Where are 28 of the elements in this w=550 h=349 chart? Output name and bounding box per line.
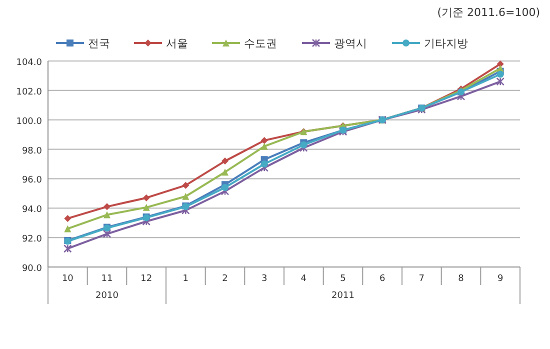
- legend-label: 전국: [88, 37, 110, 50]
- ytick: 94.0: [22, 205, 42, 216]
- xtick: 7: [418, 274, 425, 284]
- subtitle: (기준 2011.6=100): [437, 6, 540, 19]
- ytick: 98.0: [22, 146, 42, 156]
- xtick: 9: [497, 274, 504, 284]
- ytick: 100.0: [16, 116, 42, 127]
- ytick: 104.0: [16, 58, 42, 68]
- xtick: 5: [340, 274, 346, 284]
- xtick: 10: [62, 274, 74, 284]
- ytick: 96.0: [22, 176, 42, 186]
- annotation: 2011: [332, 291, 354, 301]
- xtick: 12: [140, 274, 152, 284]
- xtick: 11: [101, 274, 113, 284]
- ytick: 92.0: [22, 234, 42, 245]
- legend-label: 서울: [166, 37, 188, 50]
- xtick: 4: [300, 274, 307, 284]
- legend-label: 광역시: [334, 37, 367, 50]
- xtick: 2: [222, 274, 228, 284]
- xtick: 1: [182, 274, 189, 284]
- xtick: 3: [261, 274, 268, 284]
- legend-label: 수도권: [244, 37, 277, 50]
- legend-label: 기타지방: [424, 37, 468, 50]
- ytick: 90.0: [22, 264, 42, 274]
- xtick: 8: [458, 274, 464, 284]
- annotation: 2010: [96, 291, 118, 301]
- ytick: 102.0: [16, 87, 42, 98]
- xtick: 6: [379, 274, 386, 284]
